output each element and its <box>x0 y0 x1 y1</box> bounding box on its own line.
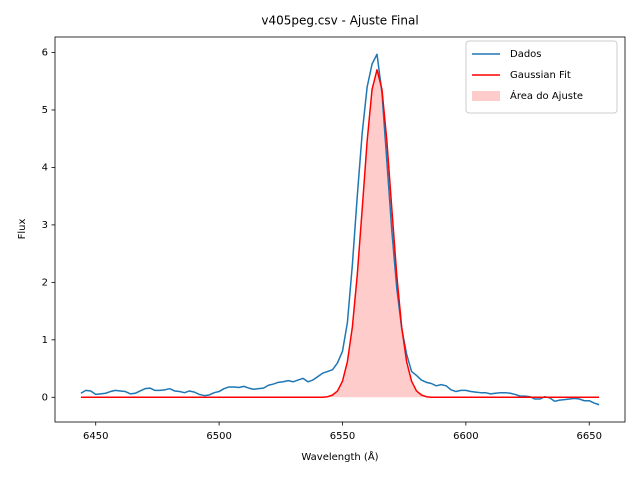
y-tick-label: 0 <box>42 392 48 403</box>
x-tick-label: 6600 <box>453 431 478 442</box>
y-tick-label: 5 <box>42 105 48 116</box>
x-tick-label: 6650 <box>576 431 601 442</box>
legend-label: Dados <box>510 49 542 60</box>
x-tick-label: 6450 <box>83 431 108 442</box>
y-tick-label: 1 <box>42 335 48 346</box>
fit-area <box>80 69 600 398</box>
axes-frame <box>54 36 626 423</box>
chart-title: v405peg.csv - Ajuste Final <box>261 14 418 28</box>
x-axis-label: Wavelength (Å) <box>301 450 378 463</box>
y-tick-label: 6 <box>42 48 48 59</box>
y-tick-label: 3 <box>42 220 48 231</box>
y-axis-label: Flux <box>17 219 28 240</box>
y-tick-label: 4 <box>42 162 48 173</box>
x-tick-label: 6500 <box>206 431 231 442</box>
legend-swatch <box>472 91 500 101</box>
plot-area <box>80 53 600 406</box>
legend-box <box>465 40 618 114</box>
x-tick-label: 6550 <box>330 431 355 442</box>
legend-label: Área do Ajuste <box>510 89 583 102</box>
series-line <box>80 53 600 406</box>
y-tick-label: 2 <box>42 277 48 288</box>
series-line <box>80 69 600 399</box>
legend-label: Gaussian Fit <box>510 70 571 81</box>
